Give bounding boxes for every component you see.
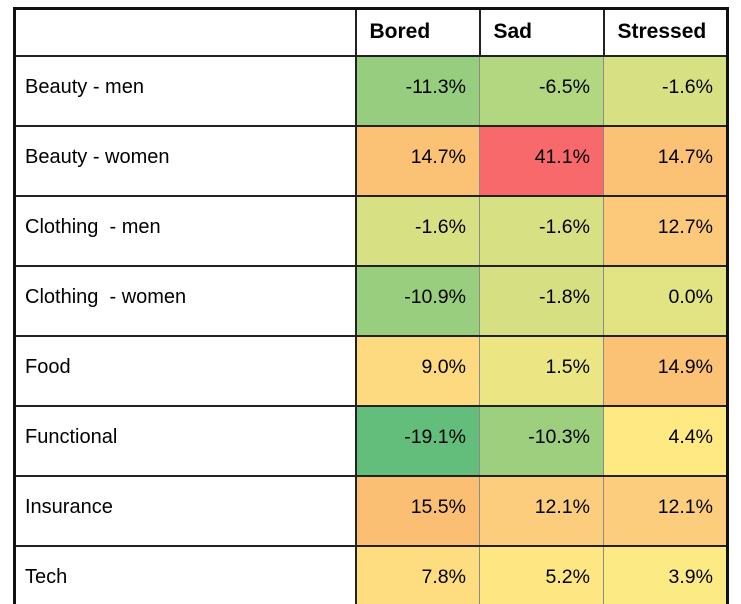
- column-header-sad: Sad: [478, 8, 604, 57]
- column-header-stressed: Stressed: [602, 8, 728, 57]
- corner-cell: [14, 8, 357, 57]
- value-cell-stressed: 14.9%: [603, 335, 728, 406]
- table-row: Tech 7.8% 5.2% 3.9%: [14, 545, 728, 604]
- table-row: Clothing - women -10.9% -1.8% 0.0%: [14, 265, 728, 336]
- row-label: Clothing - women: [14, 265, 357, 336]
- value-cell-stressed: 3.9%: [603, 545, 728, 604]
- value-cell-stressed: 0.0%: [603, 265, 728, 336]
- table-row: Food 9.0% 1.5% 14.9%: [14, 335, 728, 406]
- value-cell-sad: -1.6%: [479, 195, 604, 266]
- value-cell-sad: 1.5%: [479, 335, 604, 406]
- value-cell-sad: -6.5%: [479, 55, 604, 126]
- value-cell-stressed: 12.7%: [603, 195, 728, 266]
- value-cell-stressed: 14.7%: [603, 125, 728, 196]
- value-cell-sad: 5.2%: [479, 545, 604, 604]
- value-cell-sad: -1.8%: [479, 265, 604, 336]
- value-cell-stressed: -1.6%: [603, 55, 728, 126]
- value-cell-bored: -19.1%: [355, 405, 480, 476]
- row-label: Functional: [14, 405, 357, 476]
- value-cell-stressed: 12.1%: [603, 475, 728, 546]
- row-label: Food: [14, 335, 357, 406]
- table-row: Beauty - men -11.3% -6.5% -1.6%: [14, 55, 728, 126]
- value-cell-bored: -1.6%: [355, 195, 480, 266]
- table-row: Functional -19.1% -10.3% 4.4%: [14, 405, 728, 476]
- table-row: Clothing - men -1.6% -1.6% 12.7%: [14, 195, 728, 266]
- table-row: Beauty - women 14.7% 41.1% 14.7%: [14, 125, 728, 196]
- value-cell-sad: 12.1%: [479, 475, 604, 546]
- row-label: Beauty - men: [14, 55, 357, 126]
- row-label: Clothing - men: [14, 195, 357, 266]
- table-row: Insurance 15.5% 12.1% 12.1%: [14, 475, 728, 546]
- row-label: Beauty - women: [14, 125, 357, 196]
- header-row: Bored Sad Stressed: [14, 8, 728, 57]
- row-label: Insurance: [14, 475, 357, 546]
- row-label: Tech: [14, 545, 357, 604]
- value-cell-bored: -11.3%: [355, 55, 480, 126]
- value-cell-sad: -10.3%: [479, 405, 604, 476]
- value-cell-bored: 14.7%: [355, 125, 480, 196]
- heatmap-table-container: Bored Sad Stressed Beauty - men -11.3% -…: [13, 7, 729, 604]
- value-cell-sad: 41.1%: [479, 125, 604, 196]
- value-cell-bored: 7.8%: [355, 545, 480, 604]
- value-cell-bored: 9.0%: [355, 335, 480, 406]
- value-cell-stressed: 4.4%: [603, 405, 728, 476]
- column-header-bored: Bored: [354, 8, 480, 57]
- value-cell-bored: -10.9%: [355, 265, 480, 336]
- value-cell-bored: 15.5%: [355, 475, 480, 546]
- heatmap-table: Bored Sad Stressed Beauty - men -11.3% -…: [13, 7, 729, 604]
